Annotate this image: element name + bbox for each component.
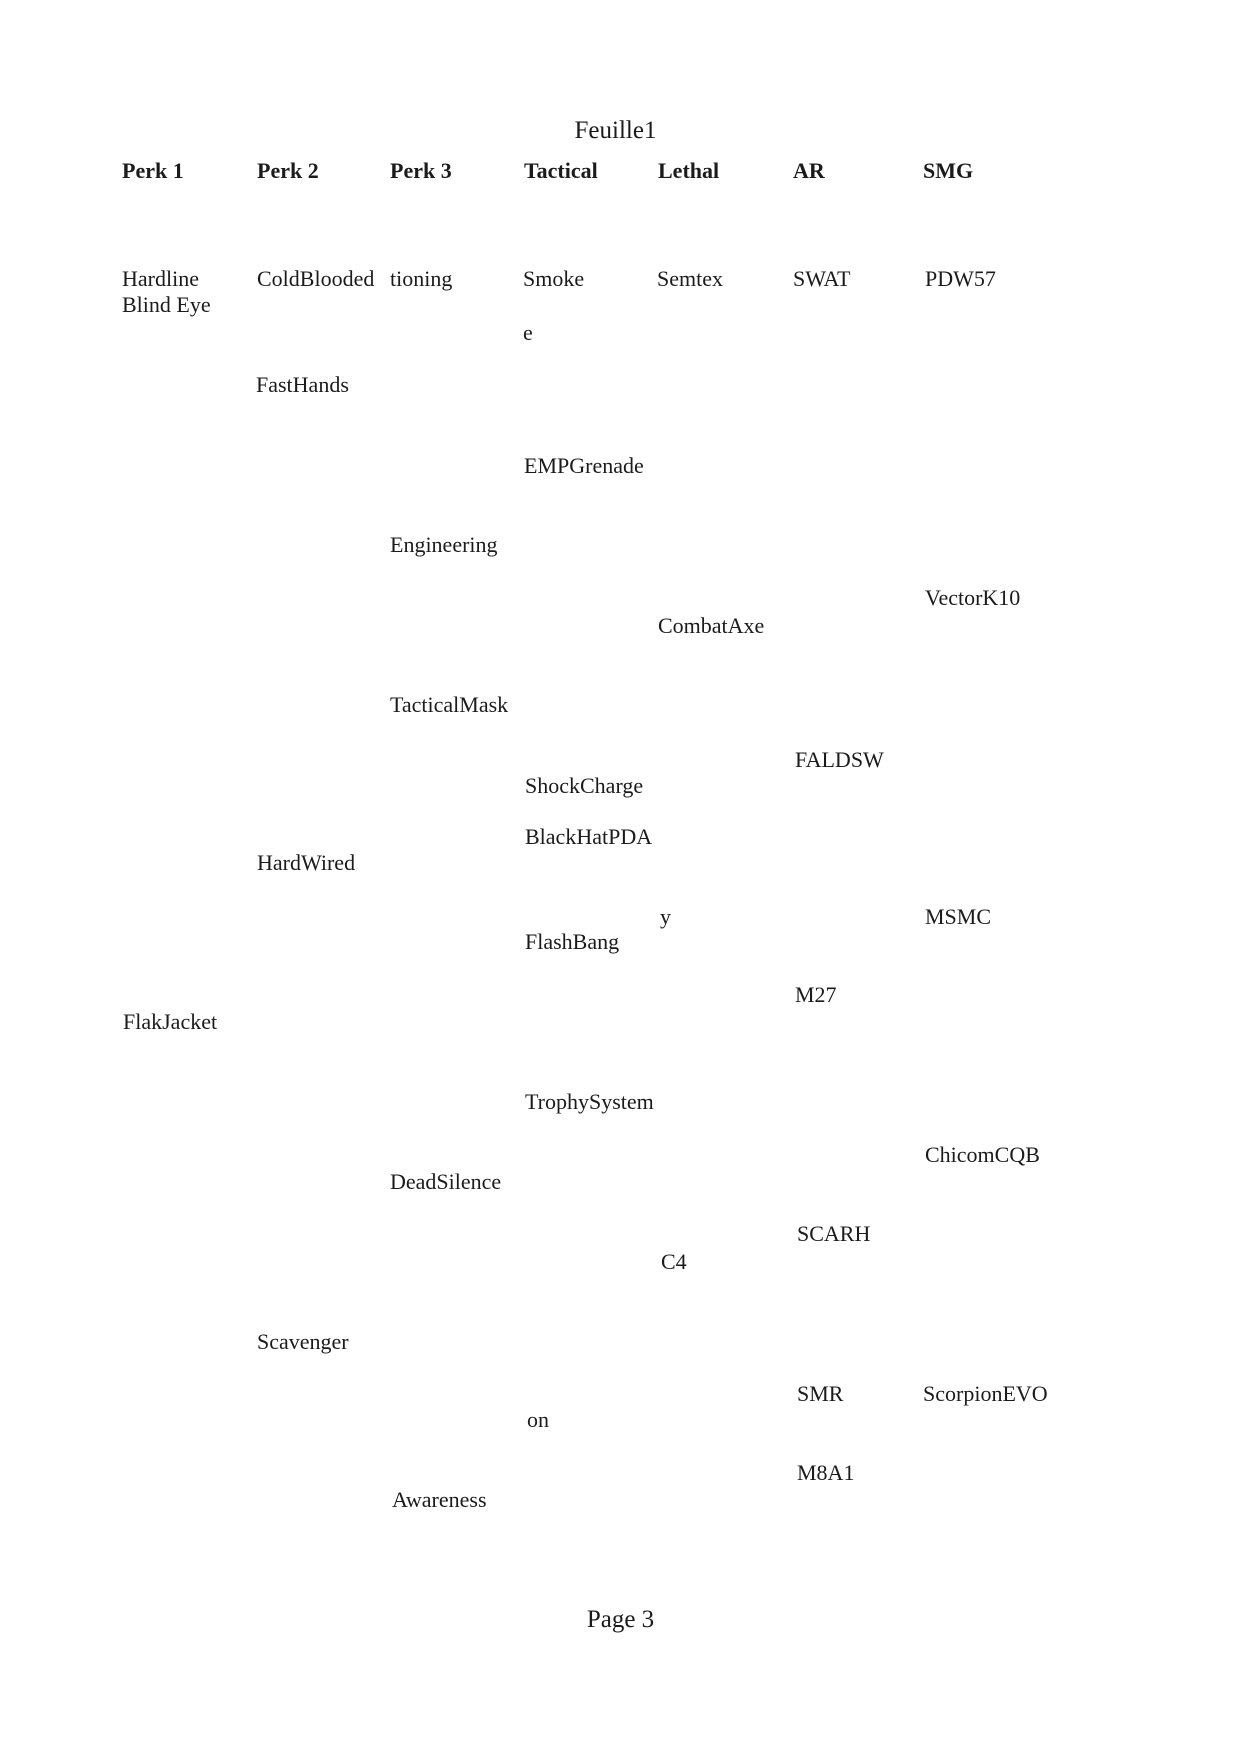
cell-tactical-shockcharge: ShockCharge [525,773,644,798]
cell-perk-1-flakjacket: FlakJacket [123,1009,218,1034]
cell-tactical-e: e [523,320,533,345]
cell-smg-chicomcqb: ChicomCQB [925,1142,1040,1167]
column-header-perk-2: Perk 2 [257,158,319,183]
cell-tactical-smoke: Smoke [523,266,585,291]
cell-lethal-y: y [660,904,671,929]
cell-tactical-trophysystem: TrophySystem [525,1089,654,1114]
page-number: Page 3 [586,1606,655,1633]
sheet-title: Feuille1 [574,117,657,144]
cell-perk-3-awareness: Awareness [392,1487,487,1512]
cell-perk-2-hardwired: HardWired [257,850,356,875]
cell-smg-scorpionevo: ScorpionEVO [923,1381,1048,1406]
column-header-tactical: Tactical [524,158,598,183]
cell-perk-3-engineering: Engineering [390,532,498,557]
cell-ar-m8a1: M8A1 [797,1460,855,1485]
cell-perk-3-deadsilence: DeadSilence [390,1169,502,1194]
column-header-perk-3: Perk 3 [390,158,452,183]
cell-tactical-flashbang: FlashBang [525,929,620,954]
column-header-smg: SMG [923,158,974,183]
cell-smg-pdw57: PDW57 [925,266,996,291]
cell-smg-vectork10: VectorK10 [925,585,1021,610]
cell-perk-1-blind-eye: Blind Eye [122,292,211,317]
cell-perk-2-coldblooded: ColdBlooded [257,266,375,291]
cell-tactical-empgrenade: EMPGrenade [524,453,644,478]
cell-lethal-combataxe: CombatAxe [658,613,765,638]
cell-ar-scarh: SCARH [797,1221,871,1246]
cell-perk-1-hardline: Hardline [122,266,199,291]
cell-ar-smr: SMR [797,1381,844,1406]
column-header-perk-1: Perk 1 [122,158,184,183]
cell-smg-msmc: MSMC [925,904,992,929]
cell-ar-swat: SWAT [793,266,851,291]
cell-perk-2-scavenger: Scavenger [257,1329,349,1354]
cell-tactical-on: on [527,1407,549,1432]
cell-perk-3-tacticalmask: TacticalMask [390,692,509,717]
cell-lethal-semtex: Semtex [657,266,723,291]
cell-perk-3-tioning: tioning [390,266,453,291]
cell-ar-faldsw: FALDSW [795,747,884,772]
column-header-lethal: Lethal [658,158,720,183]
cell-tactical-blackhatpda: BlackHatPDA [525,824,653,849]
cell-lethal-c4: C4 [661,1249,687,1274]
cell-perk-2-fasthands: FastHands [256,372,349,397]
column-header-ar: AR [793,158,825,183]
cell-ar-m27: M27 [795,982,837,1007]
